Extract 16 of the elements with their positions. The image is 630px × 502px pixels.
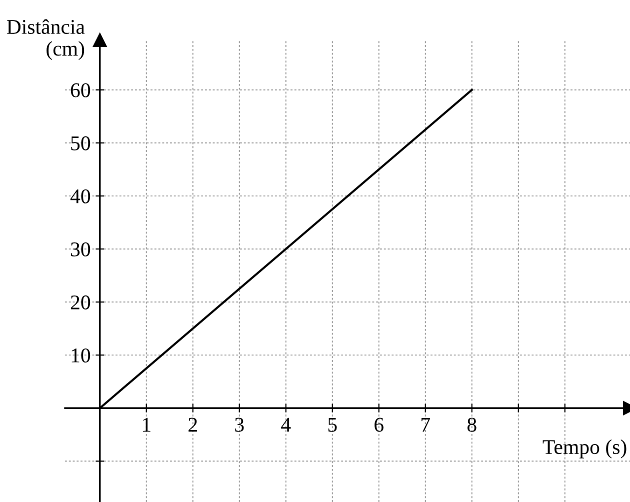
x-tick-label: 1: [143, 418, 150, 432]
y-tick-label: 10: [72, 348, 90, 363]
x-axis-title: Tempo (s): [542, 439, 626, 458]
x-tick-label: 4: [281, 418, 291, 432]
x-tick-label: 5: [328, 418, 337, 432]
x-tick-label: 2: [188, 418, 197, 432]
y-tick-label: 50: [71, 136, 90, 150]
x-tick-label: 8: [467, 418, 476, 432]
y-tick-label: 40: [70, 189, 90, 204]
y-axis-title: Distância (cm): [6, 19, 85, 60]
y-tick-label: 30: [71, 242, 90, 256]
x-tick-label: 6: [374, 418, 384, 432]
x-tick-label: 7: [422, 418, 430, 432]
y-tick-label: 60: [70, 83, 90, 98]
y-tick-label: 20: [70, 295, 90, 310]
x-tick-label: 3: [235, 418, 244, 432]
